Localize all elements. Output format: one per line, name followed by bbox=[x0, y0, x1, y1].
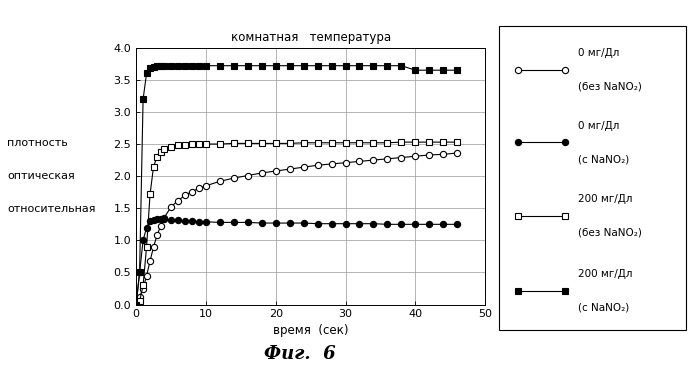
Text: (с NaNO₂): (с NaNO₂) bbox=[578, 154, 629, 164]
Text: 0 мг/Дл: 0 мг/Дл bbox=[578, 48, 619, 58]
Text: оптическая: оптическая bbox=[7, 171, 75, 181]
Text: Фиг.  6: Фиг. 6 bbox=[265, 345, 336, 363]
Text: 200 мг/Дл: 200 мг/Дл bbox=[578, 269, 632, 279]
Text: относительная: относительная bbox=[7, 204, 96, 214]
Text: (без NaNO₂): (без NaNO₂) bbox=[578, 81, 641, 92]
Text: 0 мг/Дл: 0 мг/Дл bbox=[578, 121, 619, 131]
X-axis label: время  (сек): время (сек) bbox=[273, 324, 348, 337]
Title: комнатная   температура: комнатная температура bbox=[230, 31, 391, 44]
Text: плотность: плотность bbox=[7, 138, 68, 148]
Text: (с NaNO₂): (с NaNO₂) bbox=[578, 302, 629, 312]
Text: (без NaNO₂): (без NaNO₂) bbox=[578, 228, 641, 238]
Text: 200 мг/Дл: 200 мг/Дл bbox=[578, 194, 632, 204]
